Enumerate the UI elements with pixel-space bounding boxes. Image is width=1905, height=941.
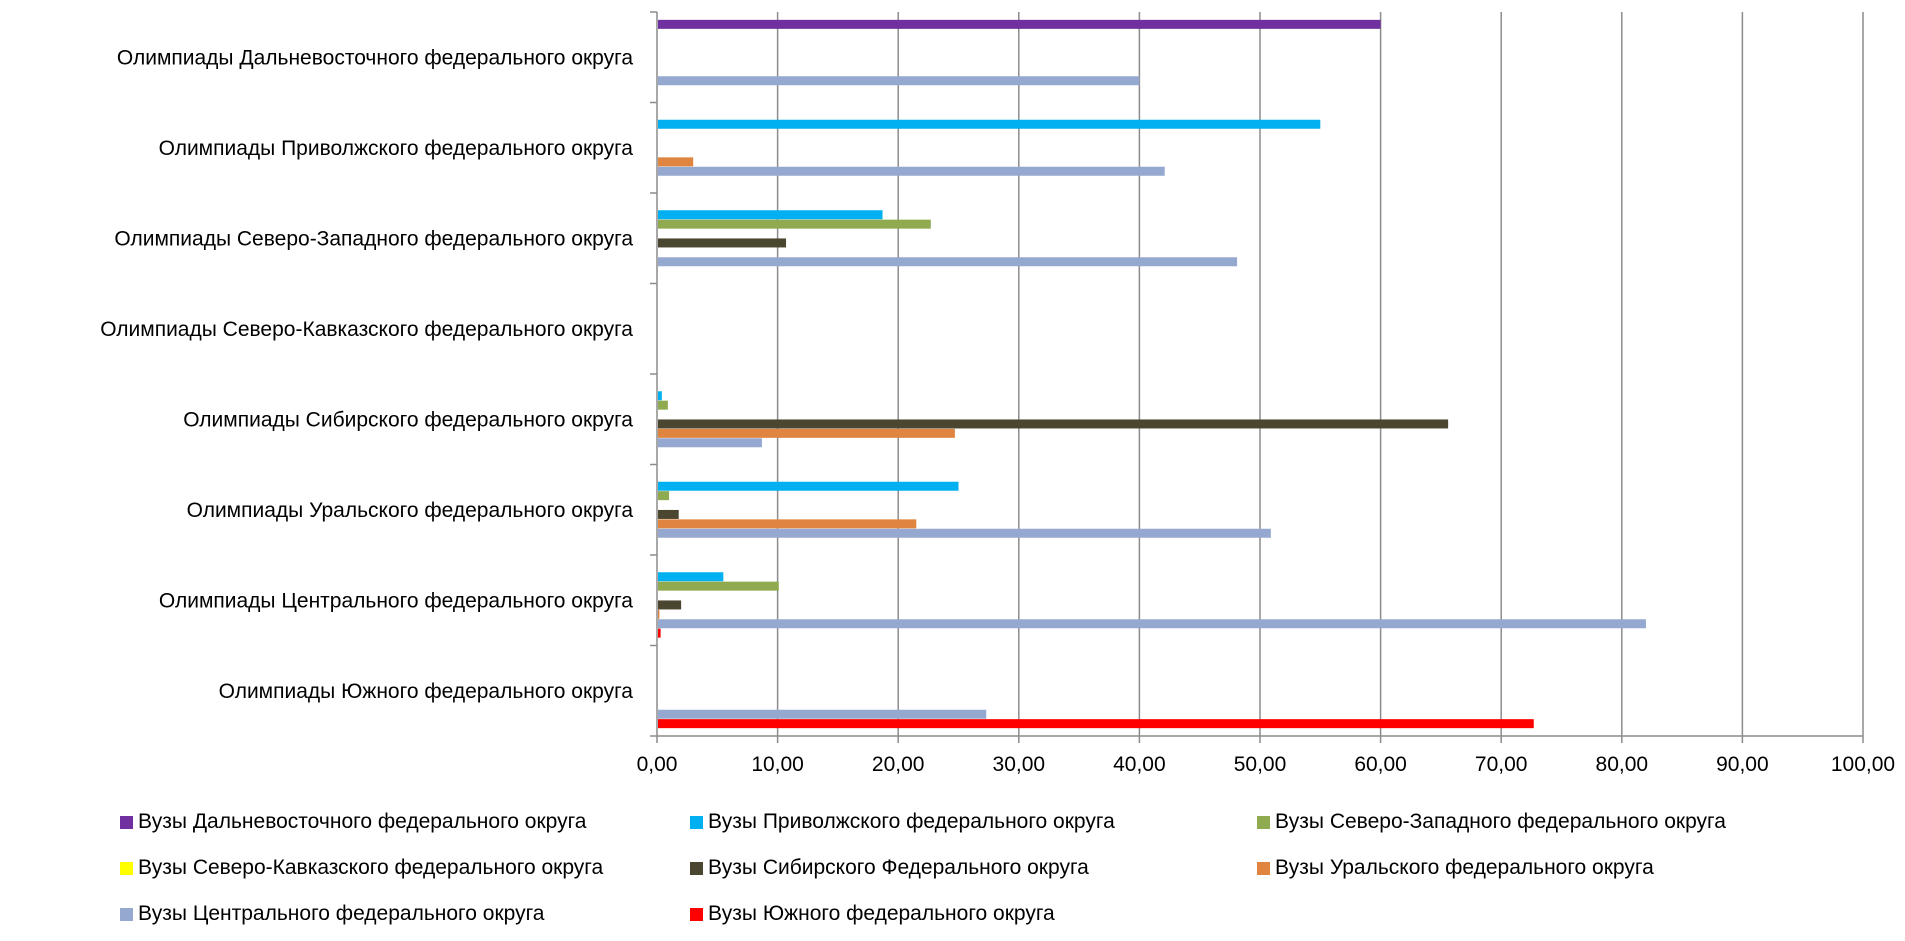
- bar: [658, 419, 1449, 429]
- gridlines: [776, 12, 1864, 736]
- bar: [658, 76, 1140, 86]
- category-label: Олимпиады Южного федерального округа: [219, 680, 634, 703]
- bar: [658, 709, 987, 719]
- category-labels: Олимпиады Южного федерального округа Олим…: [100, 46, 633, 703]
- legend-item: Вузы Приволжского федерального округа: [690, 810, 1115, 834]
- x-tick-label: 30,00: [993, 753, 1046, 776]
- tick-labels: 0,00 10,00 20,00 30,00 40,00 50,00 60,00 70,00 8…: [637, 753, 1896, 776]
- x-tick-label: 40,00: [1113, 753, 1166, 776]
- bar: [658, 581, 779, 591]
- x-tick-label: 20,00: [872, 753, 925, 776]
- bar: [658, 428, 955, 438]
- x-tick-label: 60,00: [1354, 753, 1407, 776]
- legend-swatch: [1257, 815, 1270, 829]
- legend-item: Вузы Северо-Кавказского федерального окр…: [120, 856, 603, 880]
- legend-label: Вузы Приволжского федерального округа: [708, 810, 1115, 833]
- legend-swatch: [1257, 861, 1270, 875]
- bar: [658, 619, 1646, 629]
- bar: [658, 528, 1271, 538]
- legend-swatch: [120, 907, 133, 921]
- category-label: Олимпиады Дальневосточного федерального …: [117, 46, 633, 69]
- category-label: Олимпиады Сибирского федерального округа: [183, 408, 633, 431]
- legend-swatch: [690, 861, 703, 875]
- bar: [658, 166, 1165, 176]
- bar: [658, 438, 762, 448]
- x-tick-label: 90,00: [1716, 753, 1769, 776]
- category-label: Олимпиады Уральского федерального округа: [187, 499, 634, 522]
- legend-label: Вузы Центрального федерального округа: [138, 902, 545, 925]
- bar: [658, 481, 959, 491]
- x-tick-label: 0,00: [637, 753, 678, 776]
- legend-item: Вузы Южного федерального округа: [690, 902, 1055, 926]
- category-label: Олимпиады Центрального федерального окру…: [159, 589, 633, 612]
- legend-item: Вузы Центрального федерального округа: [120, 902, 544, 926]
- x-tick-label: 70,00: [1475, 753, 1528, 776]
- bar: [658, 219, 931, 229]
- bars: [658, 19, 1646, 729]
- bar: [658, 491, 670, 501]
- legend-label: Вузы Северо-Западного федерального округ…: [1275, 810, 1726, 833]
- legend-label: Вузы Сибирского Федерального округа: [708, 856, 1089, 879]
- bar: [658, 257, 1238, 267]
- legend-item: Вузы Сибирского Федерального округа: [690, 856, 1089, 880]
- bar: [658, 572, 724, 582]
- category-label: Олимпиады Приволжского федерального окру…: [159, 137, 634, 160]
- category-label: Олимпиады Северо-Кавказского федеральног…: [100, 318, 633, 341]
- legend-label: Вузы Северо-Кавказского федерального окр…: [138, 856, 604, 879]
- bar: [658, 719, 1534, 729]
- category-label: Олимпиады Северо-Западного федерального …: [114, 227, 633, 250]
- bar: [658, 210, 883, 220]
- bar: [658, 519, 917, 529]
- bar: [658, 400, 668, 410]
- x-tick-label: 100,00: [1831, 753, 1895, 776]
- legend-swatch: [690, 815, 703, 829]
- x-tick-label: 50,00: [1234, 753, 1287, 776]
- legend-swatch: [690, 907, 703, 921]
- legend-label: Вузы Уральского федерального округа: [1275, 856, 1654, 879]
- legend-swatch: [120, 861, 133, 875]
- legend-label: Вузы Южного федерального округа: [708, 902, 1055, 925]
- x-tick-label: 80,00: [1596, 753, 1649, 776]
- legend-item: Вузы Уральского федерального округа: [1257, 856, 1654, 880]
- axes: [650, 11, 1864, 743]
- bar: [658, 391, 662, 401]
- bar: [658, 609, 660, 619]
- bar: [658, 238, 787, 248]
- bar: [658, 628, 661, 638]
- legend-item: Вузы Северо-Западного федерального округ…: [1257, 810, 1726, 834]
- bar: [658, 600, 682, 610]
- legend-item: Вузы Дальневосточного федерального округ…: [120, 810, 587, 834]
- x-tick-label: 10,00: [751, 753, 804, 776]
- bar: [658, 19, 1381, 29]
- bar: [658, 509, 679, 519]
- bar: [658, 157, 694, 167]
- bar: [658, 119, 1321, 129]
- legend-swatch: [120, 815, 133, 829]
- legend-label: Вузы Дальневосточного федерального округ…: [138, 810, 587, 833]
